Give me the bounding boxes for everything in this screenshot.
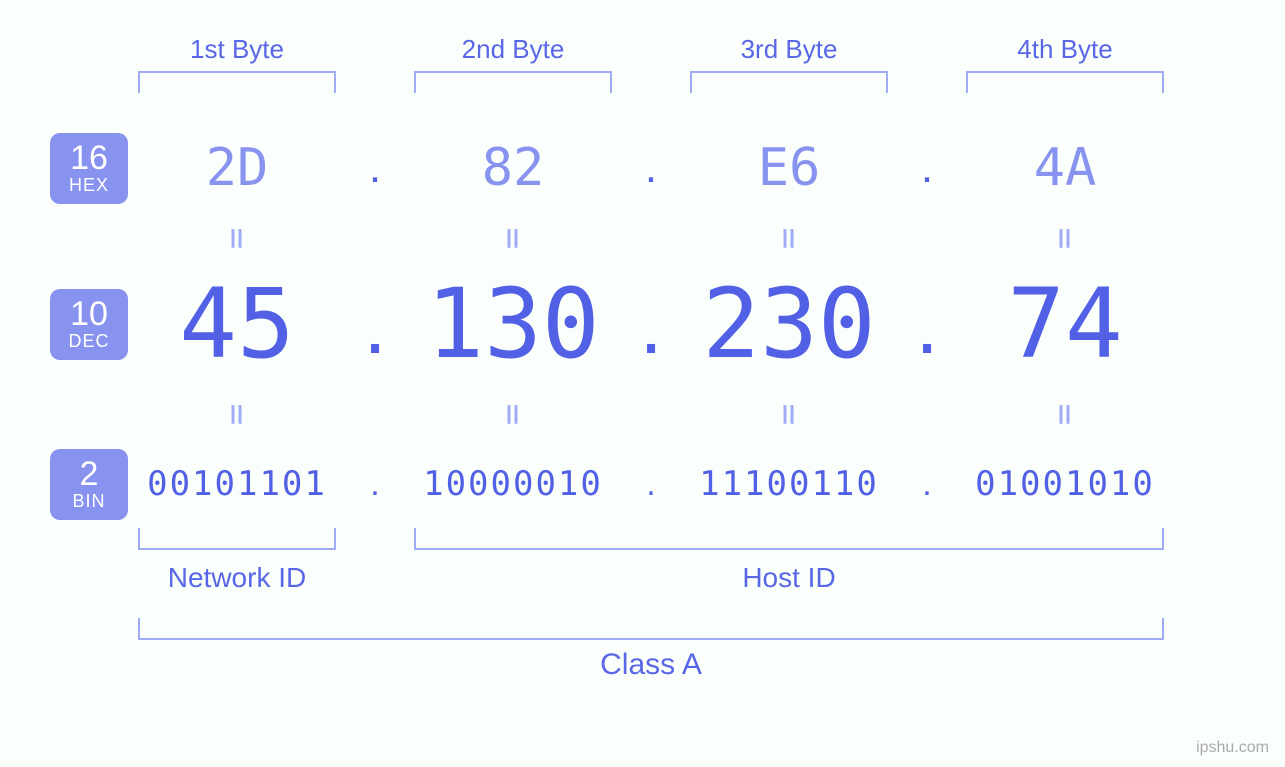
id-labels-row: Network ID Host ID (44, 562, 1240, 594)
separator-dot: . (363, 277, 386, 371)
byte-header-1: 1st Byte (134, 34, 340, 65)
dec-format-label: DEC (50, 331, 128, 352)
hex-row: 16 HEX 2D . 82 . E6 . 4A (44, 124, 1240, 212)
id-brackets-row (44, 528, 1240, 556)
bin-byte-1: 00101101 (147, 464, 327, 504)
byte-header-2: 2nd Byte (410, 34, 616, 65)
equals-icon: = (217, 227, 258, 249)
separator-dot: . (369, 143, 381, 192)
hex-byte-4: 4A (1034, 138, 1097, 198)
dec-row: 10 DEC 45 . 130 . 230 . 74 (44, 264, 1240, 384)
separator-dot: . (639, 277, 662, 371)
hex-byte-1: 2D (206, 138, 269, 198)
bin-row: 2 BIN 00101101 . 10000010 . 11100110 . 0… (44, 444, 1240, 524)
separator-dot: . (646, 465, 655, 503)
equals-icon: = (1045, 403, 1086, 425)
separator-dot: . (915, 277, 938, 371)
bin-base: 2 (50, 457, 128, 491)
bracket-icon (690, 71, 888, 93)
watermark: ipshu.com (1196, 739, 1269, 757)
separator-dot: . (370, 465, 379, 503)
bracket-icon (138, 618, 1164, 640)
dec-badge: 10 DEC (50, 289, 128, 360)
dec-base: 10 (50, 297, 128, 331)
hex-base: 16 (50, 141, 128, 175)
hex-byte-2: 82 (482, 138, 545, 198)
host-id-label: Host ID (410, 562, 1168, 594)
byte-header-4: 4th Byte (962, 34, 1168, 65)
equals-icon: = (217, 403, 258, 425)
hex-byte-3: E6 (758, 138, 821, 198)
ip-representation-diagram: 1st Byte 2nd Byte 3rd Byte 4th Byte 16 H… (44, 32, 1240, 682)
dec-byte-3: 230 (702, 268, 875, 380)
class-bracket-row: Class A (44, 594, 1240, 682)
hex-format-label: HEX (50, 175, 128, 196)
equals-icon: = (769, 227, 810, 249)
network-id-label: Network ID (134, 562, 340, 594)
dec-byte-2: 130 (426, 268, 599, 380)
separator-dot: . (645, 143, 657, 192)
bracket-icon (138, 71, 336, 93)
bin-byte-3: 11100110 (699, 464, 879, 504)
byte-header-3: 3rd Byte (686, 34, 892, 65)
equals-icon: = (1045, 227, 1086, 249)
dec-byte-1: 45 (179, 268, 295, 380)
bin-badge: 2 BIN (50, 449, 128, 520)
equals-icon: = (769, 403, 810, 425)
separator-dot: . (922, 465, 931, 503)
bin-format-label: BIN (50, 491, 128, 512)
bin-byte-4: 01001010 (975, 464, 1155, 504)
bracket-icon (138, 528, 336, 550)
hex-badge: 16 HEX (50, 133, 128, 204)
equals-row: = = = = (44, 212, 1240, 264)
dec-byte-4: 74 (1007, 268, 1123, 380)
equals-icon: = (493, 227, 534, 249)
separator-dot: . (921, 143, 933, 192)
bin-byte-2: 10000010 (423, 464, 603, 504)
bracket-icon (966, 71, 1164, 93)
bracket-icon (414, 528, 1164, 550)
byte-headers-row: 1st Byte 2nd Byte 3rd Byte 4th Byte (44, 32, 1240, 94)
class-label: Class A (134, 648, 1168, 682)
equals-row: = = = = (44, 384, 1240, 444)
equals-icon: = (493, 403, 534, 425)
bracket-icon (414, 71, 612, 93)
